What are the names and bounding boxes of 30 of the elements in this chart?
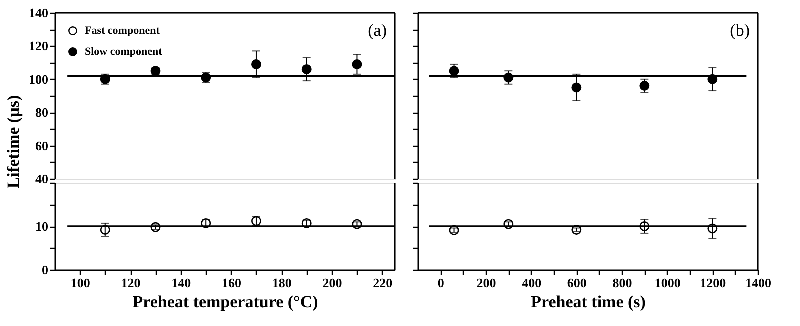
- y-tick-label: 60: [36, 138, 48, 154]
- x-tick-label: 1000: [654, 276, 681, 290]
- x-tick-label: 140: [172, 276, 192, 290]
- y-tick-label: 100: [29, 72, 48, 87]
- x-tick-label: 400: [522, 276, 542, 290]
- x-tick-label: 180: [272, 276, 292, 290]
- x-tick-label: 200: [322, 276, 342, 290]
- x-tick-label: 120: [121, 276, 141, 290]
- y-tick-label: 0: [42, 262, 48, 278]
- x-axis-title: Preheat temperature (°C): [132, 292, 318, 312]
- legend-label: Slow component: [85, 46, 163, 58]
- y-tick-label: 140: [29, 6, 48, 20]
- x-tick-label: 220: [373, 276, 393, 290]
- y-tick-label: 40: [36, 172, 48, 186]
- x-tick-label: 800: [612, 276, 632, 290]
- x-tick-label: 200: [476, 276, 496, 290]
- x-axis-title: Preheat time (s): [531, 292, 646, 312]
- x-tick-label: 0: [438, 276, 444, 290]
- text: Fast component: [85, 25, 160, 37]
- y-tick-label: 120: [29, 38, 48, 54]
- annotation: (b): [730, 21, 750, 40]
- x-tick-label: 160: [222, 276, 242, 290]
- annotation: (a): [368, 21, 387, 40]
- x-tick-label: 1200: [700, 276, 726, 290]
- y-tick-label: 10: [36, 219, 48, 234]
- x-tick-label: 100: [70, 276, 90, 290]
- y-tick-label: 80: [36, 105, 48, 120]
- y-axis-title: Lifetime (µs): [4, 95, 23, 189]
- x-tick-label: 600: [567, 276, 587, 290]
- x-tick-label: 1400: [746, 276, 772, 290]
